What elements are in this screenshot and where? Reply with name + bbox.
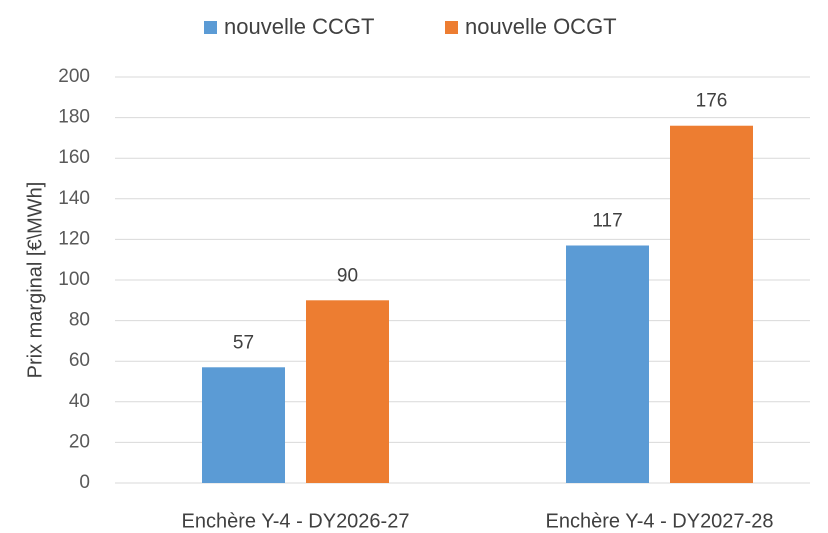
y-tick-label: 20 — [69, 431, 90, 452]
data-label: 176 — [696, 91, 728, 112]
legend-label: nouvelle CCGT — [224, 14, 374, 39]
x-tick-label: Enchère Y-4 - DY2027-28 — [546, 510, 774, 532]
y-tick-label: 40 — [69, 391, 90, 412]
legend-label: nouvelle OCGT — [465, 14, 617, 39]
y-tick-label: 180 — [58, 107, 90, 128]
x-tick-label: Enchère Y-4 - DY2026-27 — [182, 510, 410, 532]
data-label: 90 — [337, 265, 358, 286]
y-tick-label: 60 — [69, 350, 90, 371]
y-tick-label: 140 — [58, 188, 90, 209]
legend-swatch — [445, 21, 458, 34]
bar — [566, 245, 649, 483]
y-tick-label: 0 — [79, 472, 90, 493]
data-label: 117 — [592, 211, 622, 232]
y-axis-label: Prix marginal [€\MWh] — [24, 182, 46, 379]
data-label: 57 — [233, 332, 254, 353]
legend-swatch — [204, 21, 217, 34]
y-tick-label: 80 — [69, 310, 90, 331]
y-tick-label: 100 — [58, 269, 90, 290]
bar — [670, 125, 753, 483]
bar — [306, 300, 389, 483]
y-tick-label: 160 — [58, 147, 90, 168]
y-tick-label: 200 — [58, 66, 90, 87]
y-tick-label: 120 — [58, 228, 90, 249]
bar — [202, 367, 285, 483]
